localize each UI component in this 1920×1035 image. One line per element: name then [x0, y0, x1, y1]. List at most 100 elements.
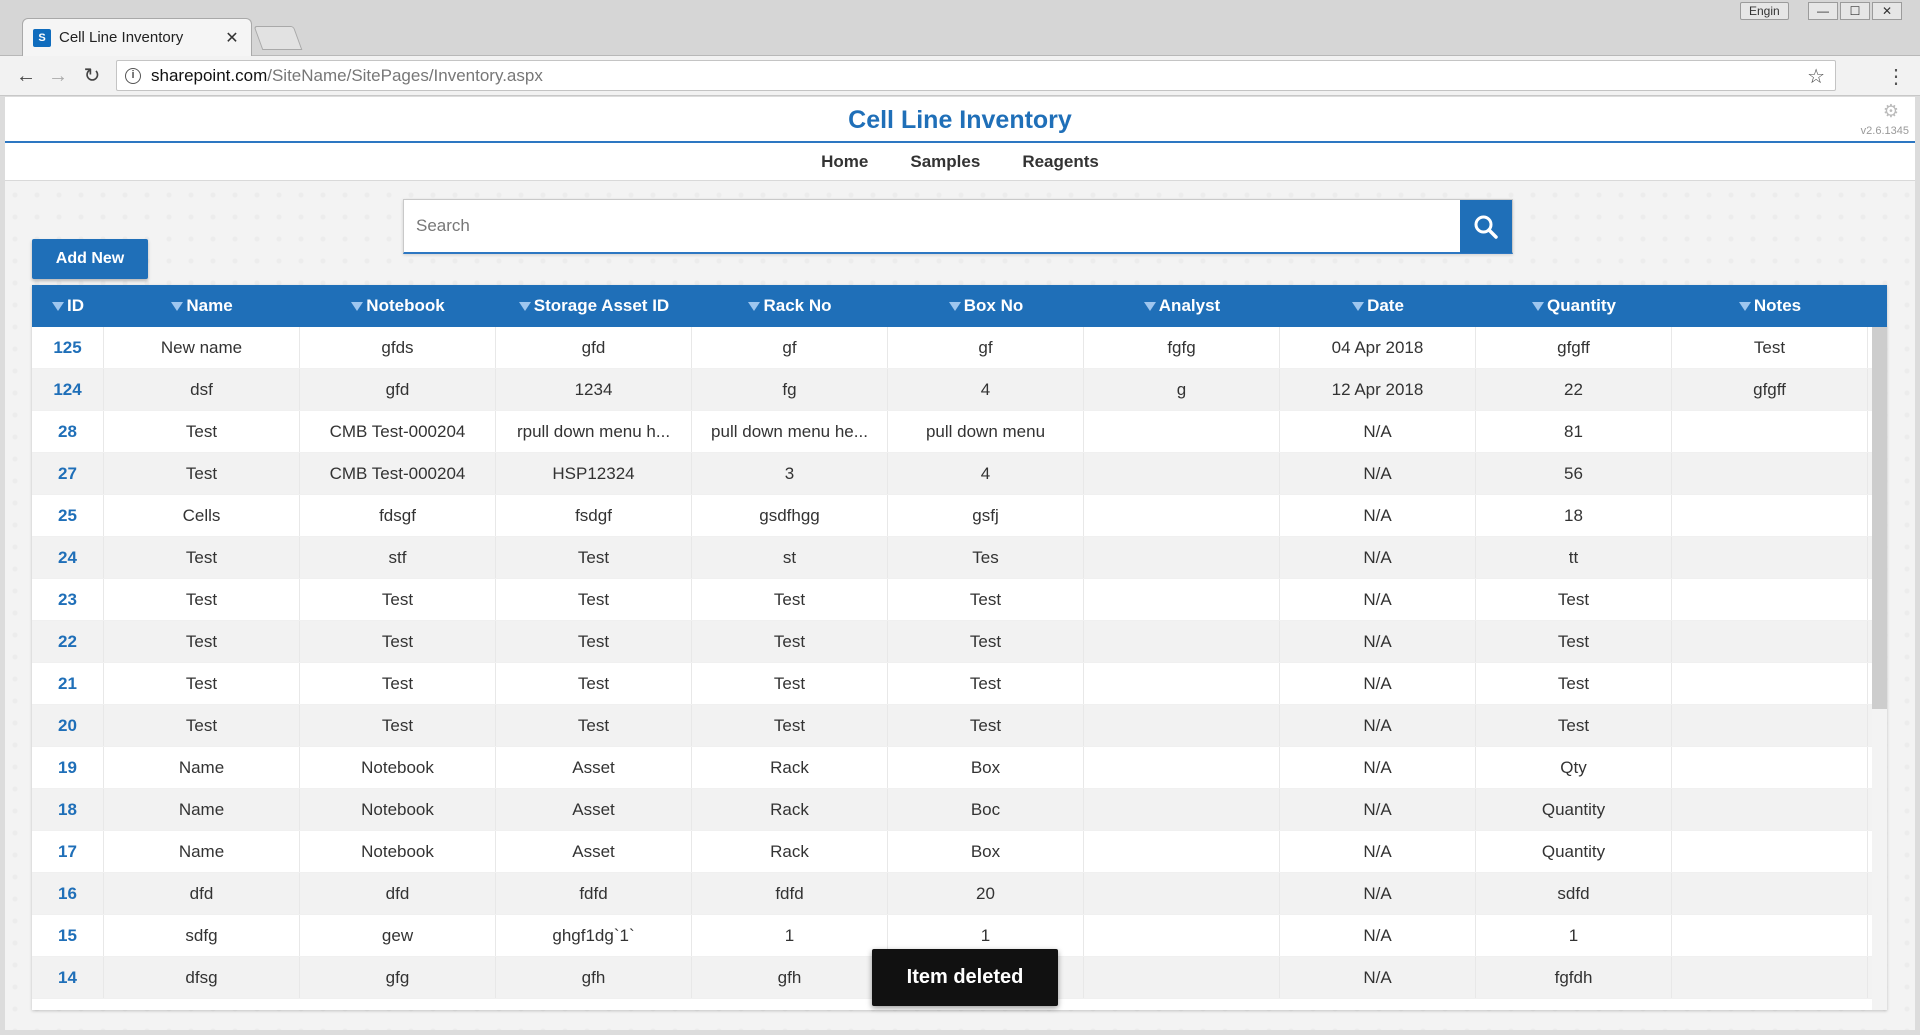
row-id-link[interactable]: 20	[32, 705, 104, 746]
search-box	[403, 199, 1513, 254]
new-tab-button[interactable]	[253, 26, 303, 50]
column-header[interactable]: ID	[32, 285, 104, 327]
table-cell: 18	[1476, 495, 1672, 536]
row-id-link[interactable]: 15	[32, 915, 104, 956]
row-id-link[interactable]: 24	[32, 537, 104, 578]
filter-icon[interactable]	[518, 301, 531, 311]
row-id-link[interactable]: 18	[32, 789, 104, 830]
url-field[interactable]: i sharepoint.com /SiteName/SitePages/Inv…	[116, 60, 1836, 91]
table-row[interactable]: 18 Name Notebook Asset Rack Boc N/A Quantity	[32, 789, 1887, 831]
page-title: Cell Line Inventory	[848, 106, 1072, 134]
table-cell: gfgff	[1476, 327, 1672, 368]
table-cell	[1672, 915, 1868, 956]
table-cell: N/A	[1280, 579, 1476, 620]
column-header[interactable]: Notebook	[300, 285, 496, 327]
row-id-link[interactable]: 25	[32, 495, 104, 536]
table-row[interactable]: 25 Cells fdsgf fsdgf gsdfhgg gsfj N/A 18	[32, 495, 1887, 537]
minimize-button[interactable]: —	[1808, 2, 1838, 20]
table-cell: Rack	[692, 831, 888, 872]
table-cell: 12 Apr 2018	[1280, 369, 1476, 410]
filter-icon[interactable]	[748, 301, 761, 311]
info-icon[interactable]: i	[125, 67, 141, 84]
filter-icon[interactable]	[351, 301, 364, 311]
back-arrow-icon[interactable]: ←	[16, 65, 36, 87]
bookmark-star-icon[interactable]: ☆	[1807, 66, 1825, 88]
table-row[interactable]: 125 New name gfds gfd gf gf fgfg 04 Apr 2018 gfg…	[32, 327, 1887, 369]
table-cell	[1084, 411, 1280, 452]
reload-icon[interactable]: ↻	[83, 65, 101, 87]
nav-samples[interactable]: Samples	[910, 151, 981, 171]
table-cell: CMB Test-000204	[300, 453, 496, 494]
row-id-link[interactable]: 124	[32, 369, 104, 410]
column-header[interactable]: Notes	[1672, 285, 1868, 327]
table-cell	[1672, 621, 1868, 662]
table-row[interactable]: 124 dsf gfd 1234 fg 4 g 12 Apr 2018 22 gfgff	[32, 369, 1887, 411]
table-row[interactable]: 21 Test Test Test Test Test N/A Test	[32, 663, 1887, 705]
row-id-link[interactable]: 125	[32, 327, 104, 368]
nav-home[interactable]: Home	[821, 151, 869, 171]
table-cell: N/A	[1280, 663, 1476, 704]
row-id-link[interactable]: 27	[32, 453, 104, 494]
browser-menu-icon[interactable]: ⋮	[1886, 66, 1906, 88]
row-id-link[interactable]: 17	[32, 831, 104, 872]
tab-close-icon[interactable]: ✕	[225, 29, 239, 47]
table-cell: New name	[104, 327, 300, 368]
search-button[interactable]	[1460, 200, 1512, 253]
nav-reagents[interactable]: Reagents	[1022, 151, 1099, 171]
filter-icon[interactable]	[1352, 301, 1365, 311]
add-new-button[interactable]: Add New	[32, 239, 148, 279]
table-row[interactable]: 27 Test CMB Test-000204 HSP12324 3 4 N/A 56	[32, 453, 1887, 495]
table-row[interactable]: 28 Test CMB Test-000204 rpull down menu h..…	[32, 411, 1887, 453]
column-header[interactable]: Analyst	[1084, 285, 1280, 327]
column-header[interactable]: Date	[1280, 285, 1476, 327]
table-row[interactable]: 24 Test stf Test st Tes N/A tt	[32, 537, 1887, 579]
table-row[interactable]: 22 Test Test Test Test Test N/A Test	[32, 621, 1887, 663]
row-id-link[interactable]: 21	[32, 663, 104, 704]
table-row[interactable]: 17 Name Notebook Asset Rack Box N/A Quantity	[32, 831, 1887, 873]
row-id-link[interactable]: 23	[32, 579, 104, 620]
filter-icon[interactable]	[1738, 301, 1751, 311]
table-cell: 81	[1476, 411, 1672, 452]
table-row[interactable]: 16 dfd dfd fdfd fdfd 20 N/A sdfd	[32, 873, 1887, 915]
table-row[interactable]: 19 Name Notebook Asset Rack Box N/A Qty	[32, 747, 1887, 789]
gear-icon[interactable]: ⚙	[1882, 101, 1899, 121]
browser-titlebar: S Cell Line Inventory ✕ Engin — ☐ ✕	[0, 0, 1920, 56]
table-cell: Cells	[104, 495, 300, 536]
vertical-scrollbar[interactable]	[1872, 327, 1887, 1010]
maximize-button[interactable]: ☐	[1840, 2, 1870, 20]
row-id-link[interactable]: 22	[32, 621, 104, 662]
table-cell: fg	[692, 369, 888, 410]
table-cell: gfd	[496, 327, 692, 368]
row-id-link[interactable]: 16	[32, 873, 104, 914]
table-row[interactable]: 23 Test Test Test Test Test N/A Test	[32, 579, 1887, 621]
table-cell: Test	[104, 453, 300, 494]
browser-tab[interactable]: S Cell Line Inventory ✕	[22, 18, 252, 56]
scrollbar-thumb[interactable]	[1872, 327, 1887, 709]
table-cell: 4	[888, 453, 1084, 494]
table-cell	[1672, 411, 1868, 452]
table-cell: dfd	[104, 873, 300, 914]
search-input[interactable]	[404, 200, 1460, 252]
row-id-link[interactable]: 19	[32, 747, 104, 788]
filter-icon[interactable]	[52, 301, 64, 311]
filter-icon[interactable]	[171, 301, 184, 311]
table-cell: Test	[104, 621, 300, 662]
table-cell: Notebook	[300, 747, 496, 788]
close-window-button[interactable]: ✕	[1872, 2, 1902, 20]
row-id-link[interactable]: 28	[32, 411, 104, 452]
filter-icon[interactable]	[1532, 301, 1545, 311]
row-id-link[interactable]: 14	[32, 957, 104, 998]
filter-icon[interactable]	[948, 301, 961, 311]
forward-arrow-icon[interactable]: →	[48, 65, 68, 87]
column-header[interactable]: Storage Asset ID	[496, 285, 692, 327]
table-cell: 4	[888, 369, 1084, 410]
browser-user-badge[interactable]: Engin	[1740, 2, 1789, 20]
filter-icon[interactable]	[1143, 301, 1156, 311]
table-cell: tt	[1476, 537, 1672, 578]
column-header[interactable]: Name	[104, 285, 300, 327]
page-content: Cell Line Inventory ⚙ v2.6.1345 Home Sam…	[5, 97, 1915, 1030]
column-header[interactable]: Rack No	[692, 285, 888, 327]
column-header[interactable]: Box No	[888, 285, 1084, 327]
table-row[interactable]: 20 Test Test Test Test Test N/A Test	[32, 705, 1887, 747]
column-header[interactable]: Quantity	[1476, 285, 1672, 327]
